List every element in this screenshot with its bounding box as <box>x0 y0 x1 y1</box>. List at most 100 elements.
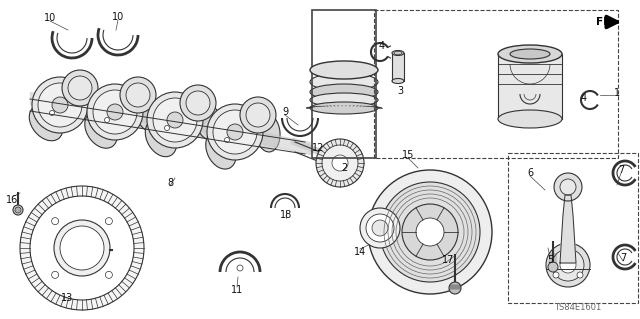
Circle shape <box>164 125 170 130</box>
Ellipse shape <box>196 102 220 140</box>
Circle shape <box>380 182 480 282</box>
Circle shape <box>180 85 216 121</box>
Circle shape <box>54 220 110 276</box>
Circle shape <box>52 271 59 278</box>
Text: 6: 6 <box>527 168 533 178</box>
Text: TS84E1601: TS84E1601 <box>554 303 602 313</box>
Text: 16: 16 <box>6 195 18 205</box>
Circle shape <box>577 272 583 278</box>
Text: 12: 12 <box>312 143 324 153</box>
Circle shape <box>552 249 584 281</box>
Ellipse shape <box>392 50 404 56</box>
Text: 7: 7 <box>620 253 626 263</box>
Circle shape <box>213 110 257 154</box>
Circle shape <box>15 207 21 213</box>
Circle shape <box>120 77 156 113</box>
Circle shape <box>316 139 364 187</box>
Text: 3: 3 <box>397 86 403 96</box>
Text: 18: 18 <box>280 210 292 220</box>
Circle shape <box>153 98 197 142</box>
Circle shape <box>30 196 134 300</box>
Circle shape <box>107 104 123 120</box>
Circle shape <box>93 90 137 134</box>
Ellipse shape <box>205 131 236 169</box>
Bar <box>498 54 562 119</box>
Circle shape <box>372 220 388 236</box>
Ellipse shape <box>498 110 562 128</box>
Text: 11: 11 <box>231 285 243 295</box>
Circle shape <box>38 83 82 127</box>
Circle shape <box>49 110 54 115</box>
Circle shape <box>548 262 558 272</box>
Circle shape <box>366 214 394 242</box>
Ellipse shape <box>77 88 103 124</box>
Circle shape <box>106 218 113 225</box>
Circle shape <box>554 173 582 201</box>
Ellipse shape <box>310 61 378 79</box>
Ellipse shape <box>145 119 177 157</box>
Circle shape <box>246 103 270 127</box>
Circle shape <box>52 218 59 225</box>
Text: 17: 17 <box>442 255 454 265</box>
Ellipse shape <box>84 112 117 148</box>
Text: 4: 4 <box>581 93 587 103</box>
Circle shape <box>207 104 263 160</box>
Circle shape <box>237 265 243 271</box>
Ellipse shape <box>136 94 161 132</box>
Circle shape <box>60 226 104 270</box>
Circle shape <box>20 186 144 310</box>
Text: 13: 13 <box>61 293 73 303</box>
Circle shape <box>560 179 576 195</box>
Circle shape <box>360 208 400 248</box>
Text: 10: 10 <box>44 13 56 23</box>
Circle shape <box>62 70 98 106</box>
Text: 10: 10 <box>112 12 124 22</box>
Circle shape <box>402 204 458 260</box>
Circle shape <box>106 271 113 278</box>
Circle shape <box>167 112 183 128</box>
Ellipse shape <box>29 105 63 141</box>
Text: 9: 9 <box>282 107 288 117</box>
Circle shape <box>332 155 348 171</box>
Circle shape <box>13 205 23 215</box>
Text: 5: 5 <box>547 255 553 265</box>
Circle shape <box>227 124 243 140</box>
Circle shape <box>147 92 203 148</box>
Ellipse shape <box>394 51 402 55</box>
Circle shape <box>368 170 492 294</box>
Circle shape <box>52 97 68 113</box>
Circle shape <box>416 218 444 246</box>
Ellipse shape <box>510 49 550 59</box>
Circle shape <box>32 77 88 133</box>
Circle shape <box>553 272 559 278</box>
Ellipse shape <box>310 102 378 114</box>
Text: 7: 7 <box>618 165 624 175</box>
Ellipse shape <box>392 78 404 84</box>
Circle shape <box>186 91 210 115</box>
Circle shape <box>560 257 576 273</box>
Circle shape <box>449 282 461 294</box>
Text: 2: 2 <box>341 163 347 173</box>
Bar <box>312 10 376 158</box>
Text: 1: 1 <box>614 88 620 98</box>
Circle shape <box>87 84 143 140</box>
Text: 8: 8 <box>167 178 173 188</box>
Circle shape <box>126 83 150 107</box>
Circle shape <box>225 137 230 143</box>
Circle shape <box>240 97 276 133</box>
Bar <box>374 10 618 158</box>
Circle shape <box>104 117 109 122</box>
Bar <box>508 153 638 303</box>
Ellipse shape <box>310 93 378 107</box>
Bar <box>392 53 404 81</box>
Polygon shape <box>560 195 576 263</box>
Text: 15: 15 <box>402 150 414 160</box>
Text: 4: 4 <box>379 41 385 51</box>
Text: 14: 14 <box>354 247 366 257</box>
Ellipse shape <box>498 45 562 63</box>
Ellipse shape <box>256 114 280 152</box>
Circle shape <box>546 243 590 287</box>
Text: FR.: FR. <box>596 17 616 27</box>
Ellipse shape <box>310 84 378 100</box>
Ellipse shape <box>310 73 378 91</box>
